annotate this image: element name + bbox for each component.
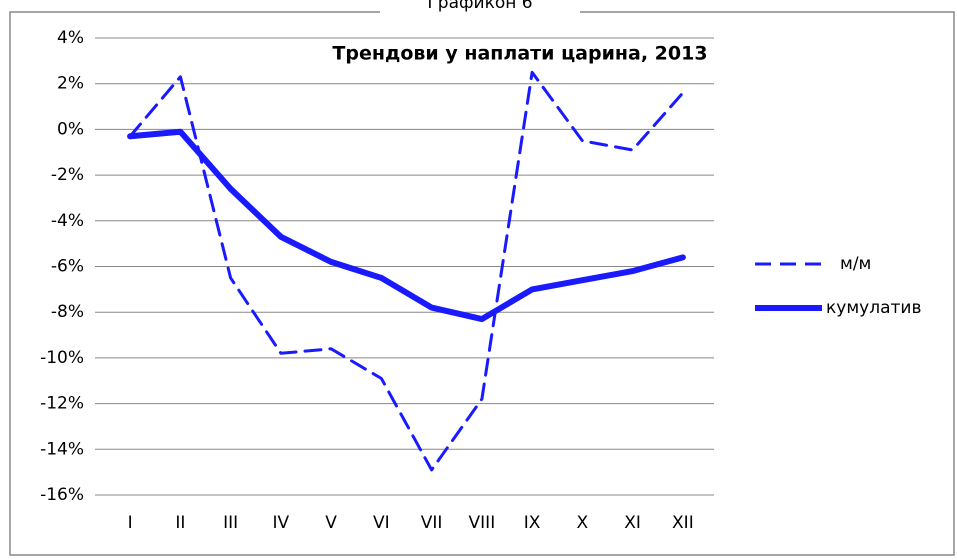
legend-label: кумулатив [826,298,921,318]
header-bg [380,0,580,14]
series-line [128,70,685,472]
chart-frame [9,11,955,556]
series-line [127,128,686,323]
x-tick-label: X [577,513,589,533]
x-tick-label: VI [373,513,390,533]
y-tick-label: -2% [51,165,84,185]
y-tick-label: 4% [57,28,84,48]
x-tick-label: III [223,513,238,533]
legend-label: м/м [840,254,871,274]
y-tick-label: -14% [40,439,84,459]
x-tick-label: I [128,513,133,533]
x-tick-label: VII [421,513,443,533]
y-tick-label: -4% [51,211,84,231]
x-tick-label: IX [524,513,541,533]
y-tick-label: -8% [51,302,84,322]
y-tick-label: -12% [40,394,84,414]
y-tick-label: -6% [51,257,84,277]
x-tick-label: XI [624,513,641,533]
x-tick-label: IV [273,513,290,533]
x-tick-label: VIII [469,513,496,533]
chart-title: Трендови у наплати царина, 2013 [332,43,707,65]
x-tick-label: II [175,513,185,533]
x-tick-label: XII [672,513,694,533]
y-tick-label: 0% [57,119,84,139]
chart-header: Графикон 6 [427,0,532,13]
y-tick-label: -16% [40,485,84,505]
y-tick-label: -10% [40,348,84,368]
x-tick-label: V [325,513,337,533]
y-tick-label: 2% [57,74,84,94]
